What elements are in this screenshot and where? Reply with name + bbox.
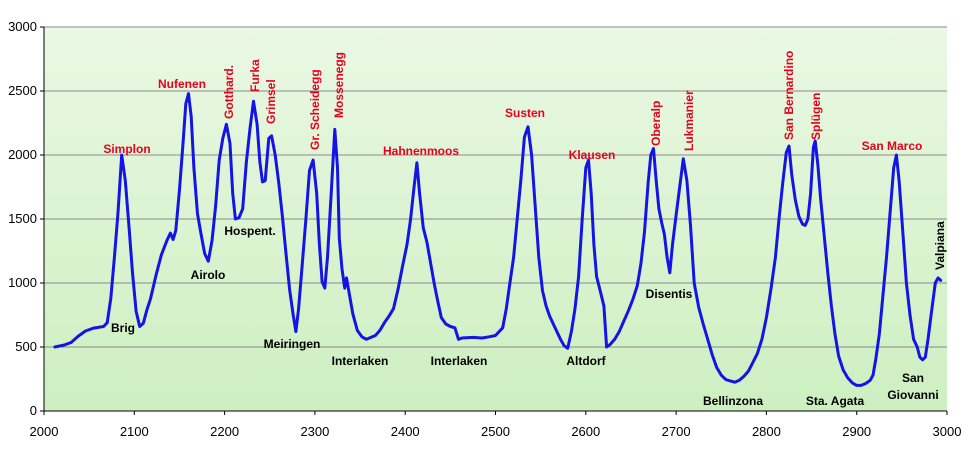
- pass-labels: Simplon Nufenen Gotthard. Furka Grimsel …: [103, 51, 922, 162]
- town-label-sta-agata: Sta. Agata: [806, 394, 865, 408]
- town-label-interlaken-1: Interlaken: [332, 354, 389, 368]
- elevation-series: [53, 92, 943, 387]
- x-axis-ticks: 2000 2100 2200 2300 2400 2500 2600 2700 2800 2900…: [30, 411, 962, 439]
- pass-label-oberalp: Oberalp: [649, 101, 663, 146]
- pass-label-gr-scheidegg: Gr. Scheidegg: [308, 69, 322, 150]
- x-tick-label: 2100: [120, 424, 149, 439]
- town-label-brig: Brig: [111, 321, 135, 335]
- town-label-meiringen: Meiringen: [264, 337, 321, 351]
- y-axis-ticks: 0 500 1000 1500 2000 2500 3000: [8, 19, 44, 418]
- x-tick-label: 3000: [933, 424, 962, 439]
- pass-label-klausen: Klausen: [569, 148, 616, 162]
- x-tick-label: 2300: [300, 424, 329, 439]
- town-label-bellinzona: Bellinzona: [703, 394, 763, 408]
- x-tick-label: 2800: [752, 424, 781, 439]
- pass-label-san-marco: San Marco: [862, 139, 923, 153]
- pass-label-simplon: Simplon: [103, 142, 150, 156]
- pass-label-gotthard: Gotthard.: [222, 65, 236, 119]
- y-tick-label: 3000: [8, 19, 37, 34]
- x-tick-label: 2700: [662, 424, 691, 439]
- pass-label-furka: Furka: [248, 59, 262, 92]
- town-label-airolo: Airolo: [191, 268, 226, 282]
- x-tick-label: 2000: [30, 424, 59, 439]
- town-label-disentis: Disentis: [646, 287, 693, 301]
- y-tick-label: 1500: [8, 211, 37, 226]
- town-label-valpiana: Valpiana: [933, 221, 947, 270]
- y-tick-label: 500: [15, 339, 37, 354]
- pass-label-san-bernardino: San Bernardino: [782, 51, 796, 140]
- pass-label-lukmanier: Lukmanier: [682, 90, 696, 151]
- y-tick-label: 2000: [8, 147, 37, 162]
- pass-label-nufenen: Nufenen: [158, 77, 206, 91]
- y-tick-label: 0: [30, 403, 37, 418]
- x-tick-label: 2600: [571, 424, 600, 439]
- series-line: [53, 92, 943, 387]
- town-labels: Brig Airolo Hospent. Meiringen Interlake…: [111, 221, 947, 408]
- x-tick-label: 2900: [842, 424, 871, 439]
- town-label-hospental: Hospent.: [224, 224, 275, 238]
- x-tick-label: 2200: [210, 424, 239, 439]
- pass-label-susten: Susten: [505, 106, 545, 120]
- pass-label-hahnenmoos: Hahnenmoos: [383, 144, 459, 158]
- town-label-altdorf: Altdorf: [566, 354, 606, 368]
- town-label-san: San: [902, 371, 924, 385]
- pass-label-grimsel: Grimsel: [264, 79, 278, 124]
- town-label-giovanni: Giovanni: [887, 388, 938, 402]
- pass-label-spluegen: Splügen: [809, 93, 823, 140]
- y-tick-label: 1000: [8, 275, 37, 290]
- y-tick-label: 2500: [8, 83, 37, 98]
- pass-label-mossenegg: Mossenegg: [332, 52, 346, 118]
- x-tick-label: 2400: [391, 424, 420, 439]
- town-label-interlaken-2: Interlaken: [431, 354, 488, 368]
- x-tick-label: 2500: [481, 424, 510, 439]
